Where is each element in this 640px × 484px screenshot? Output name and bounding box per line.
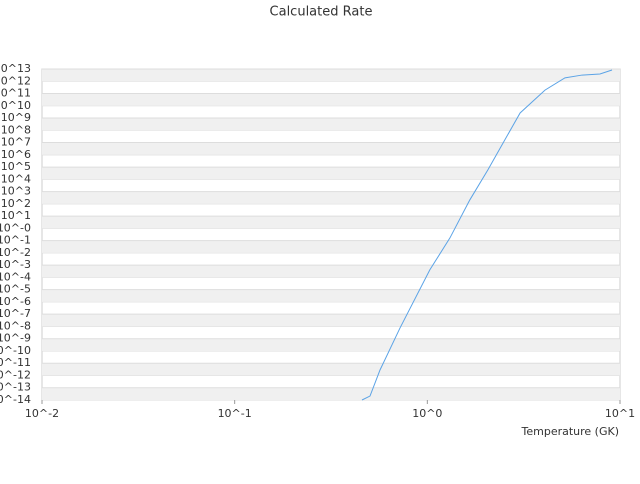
x-tick-label: 10^1 <box>605 407 635 420</box>
x-tick-label: 10^-1 <box>218 407 252 420</box>
y-tick-label: 10^7 <box>1 136 31 149</box>
x-tick-label: 10^-2 <box>25 407 59 420</box>
y-tick-label: 10^3 <box>1 185 31 198</box>
grid-band <box>42 265 620 278</box>
y-tick-label: 10^-1 <box>0 234 31 247</box>
grid-band <box>42 142 620 155</box>
y-tick-label: 10^-4 <box>0 270 31 283</box>
y-tick-label: 10^-11 <box>0 356 31 369</box>
grid-band <box>42 69 620 82</box>
grid-band <box>42 191 620 204</box>
grid-band <box>42 387 620 400</box>
y-tick-label: 10^2 <box>1 197 31 210</box>
y-tick-label: 10^12 <box>0 74 31 87</box>
y-tick-label: 10^-7 <box>0 307 31 320</box>
y-tick-label: 10^-12 <box>0 368 31 381</box>
grid-band <box>42 240 620 253</box>
y-tick-label: 10^-2 <box>0 246 31 259</box>
y-tick-label: 10^-5 <box>0 283 31 296</box>
y-tick-label: 10^-8 <box>0 319 31 332</box>
grid-band <box>42 289 620 302</box>
x-tick-label: 10^0 <box>412 407 442 420</box>
grid-band <box>42 216 620 229</box>
x-axis-label: Temperature (GK) <box>521 425 620 438</box>
y-tick-label: 10^-9 <box>0 332 31 345</box>
data-line <box>361 69 613 401</box>
grid-band <box>42 338 620 351</box>
chart-title: Calculated Rate <box>270 5 373 20</box>
grid-band <box>42 118 620 131</box>
y-tick-label: 10^10 <box>0 99 31 112</box>
y-tick-label: 10^6 <box>1 148 31 161</box>
grid-band <box>42 314 620 327</box>
y-tick-label: 10^-0 <box>0 221 31 234</box>
y-tick-label: 10^-10 <box>0 344 31 357</box>
y-tick-label: 10^1 <box>1 209 31 222</box>
y-tick-label: 10^4 <box>1 172 31 185</box>
y-tick-label: 10^-14 <box>0 393 31 406</box>
grid-band <box>42 167 620 180</box>
y-tick-label: 10^5 <box>1 160 31 173</box>
grid-band <box>42 363 620 376</box>
y-tick-label: 10^8 <box>1 123 31 136</box>
y-tick-label: 10^13 <box>0 62 31 75</box>
y-tick-label: 10^9 <box>1 111 31 124</box>
y-tick-label: 10^-13 <box>0 381 31 394</box>
y-tick-label: 10^11 <box>0 87 31 100</box>
y-tick-label: 10^-6 <box>0 295 31 308</box>
y-tick-label: 10^-3 <box>0 258 31 271</box>
grid-band <box>42 93 620 106</box>
